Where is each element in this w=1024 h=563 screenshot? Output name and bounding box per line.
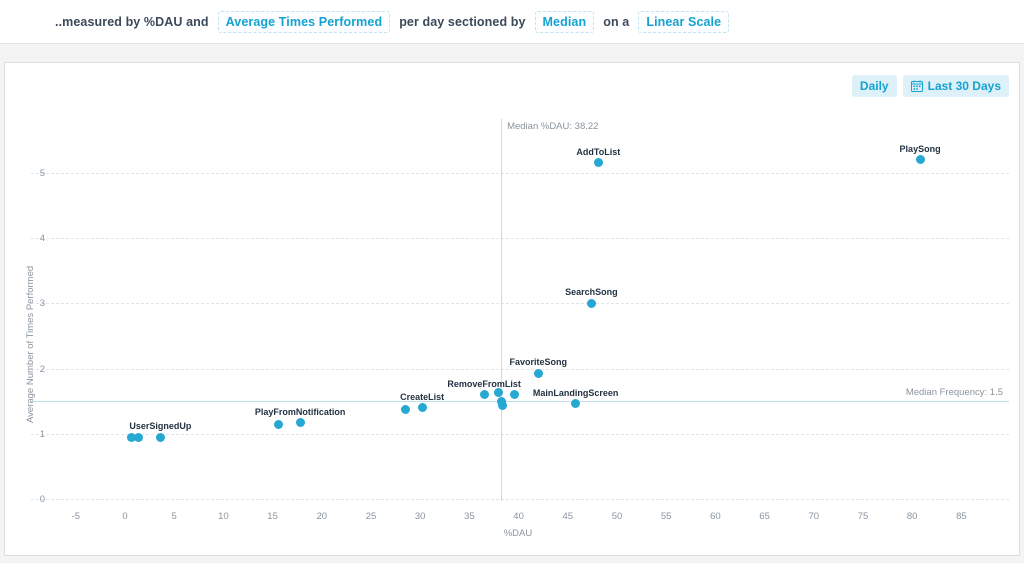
data-point-label: SearchSong — [565, 287, 618, 298]
x-tick-label: 20 — [316, 511, 328, 522]
data-point-label: MainLandingScreen — [532, 387, 619, 398]
data-point[interactable] — [586, 298, 596, 308]
x-axis-title: %DAU — [503, 528, 533, 539]
data-point[interactable] — [510, 389, 520, 399]
y-gridline — [31, 433, 1009, 435]
data-point[interactable] — [155, 432, 165, 442]
data-point-label: AddToList — [576, 146, 621, 157]
sentence-connector: on a — [603, 14, 630, 29]
y-tick-label: 4 — [39, 233, 45, 245]
y-gridline — [31, 303, 1009, 305]
data-point[interactable] — [533, 368, 543, 378]
x-tick-label: 0 — [122, 511, 128, 522]
data-point[interactable] — [498, 400, 508, 410]
x-tick-label: 5 — [171, 511, 177, 522]
data-point[interactable] — [274, 419, 283, 429]
data-point-label: RemoveFromList — [447, 378, 521, 389]
metric-selector-chip[interactable]: Average Times Performed — [217, 10, 391, 33]
y-tick-label: 3 — [39, 298, 45, 310]
y-gridline — [31, 173, 1009, 174]
y-gridline — [31, 499, 1009, 500]
data-point-label: UserSignedUp — [129, 421, 192, 432]
data-point[interactable] — [479, 390, 489, 400]
x-tick-label: 60 — [710, 511, 721, 522]
data-point[interactable] — [400, 405, 410, 415]
section-selector-chip[interactable]: Median — [534, 10, 595, 33]
x-tick-label: 45 — [562, 511, 574, 522]
data-point-label: FavoriteSong — [509, 357, 568, 368]
median-x-line — [501, 119, 503, 501]
x-tick-label: 25 — [365, 511, 377, 522]
y-gridline — [31, 368, 1009, 370]
sentence-prefix: ..measured by %DAU and — [55, 14, 209, 29]
data-point[interactable] — [127, 432, 137, 442]
data-point[interactable] — [295, 418, 305, 428]
x-tick-label: 65 — [759, 511, 770, 522]
x-tick-label: 70 — [808, 511, 820, 522]
chart-card: Daily Last 30 Days — [4, 62, 1020, 556]
x-tick-label: 80 — [906, 511, 918, 522]
data-point-label: PlaySong — [899, 143, 941, 154]
data-point[interactable] — [417, 403, 427, 413]
x-tick-label: 55 — [660, 511, 672, 522]
date-range-label: Last 30 Days — [927, 79, 1001, 93]
scale-selector-chip[interactable]: Linear Scale — [638, 10, 730, 33]
measurement-sentence: ..measured by %DAU and Average Times Per… — [55, 10, 730, 33]
y-tick-label: 0 — [39, 494, 45, 505]
x-tick-label: -5 — [71, 511, 81, 522]
x-tick-label: 75 — [857, 511, 869, 522]
data-point[interactable] — [915, 155, 925, 165]
y-axis-title: Average Number of Times Performed — [25, 265, 36, 423]
y-gridline — [31, 238, 1009, 240]
date-range-button[interactable]: Last 30 Days — [902, 75, 1009, 97]
x-tick-label: 85 — [956, 511, 967, 522]
data-point[interactable] — [571, 399, 581, 409]
calendar-icon — [910, 80, 923, 92]
interval-daily-button[interactable]: Daily — [851, 75, 897, 97]
data-point[interactable] — [494, 388, 504, 398]
chart-definition-bar: ..measured by %DAU and Average Times Per… — [0, 0, 1024, 44]
median-x-label: Median %DAU: 38.22 — [507, 121, 599, 132]
chart-controls: Daily Last 30 Days — [851, 75, 1009, 97]
x-tick-label: 15 — [267, 511, 278, 522]
data-point[interactable] — [134, 432, 144, 442]
x-tick-label: 35 — [464, 511, 475, 522]
median-y-label: Median Frequency: 1.5 — [905, 387, 1003, 399]
y-tick-label: 1 — [39, 428, 45, 440]
x-tick-label: 30 — [414, 511, 426, 522]
data-point[interactable] — [593, 158, 603, 168]
x-tick-label: 40 — [513, 511, 524, 522]
x-tick-label: 50 — [611, 511, 623, 522]
y-tick-label: 2 — [39, 363, 45, 375]
interval-label: Daily — [859, 79, 889, 93]
y-tick-label: 5 — [39, 168, 45, 179]
data-point-label: PlayFromNotification — [254, 406, 346, 417]
sentence-middle: per day sectioned by — [399, 14, 526, 29]
median-y-line — [31, 401, 1009, 403]
data-point-label: CreateList — [400, 391, 445, 402]
x-tick-label: 10 — [218, 511, 229, 522]
